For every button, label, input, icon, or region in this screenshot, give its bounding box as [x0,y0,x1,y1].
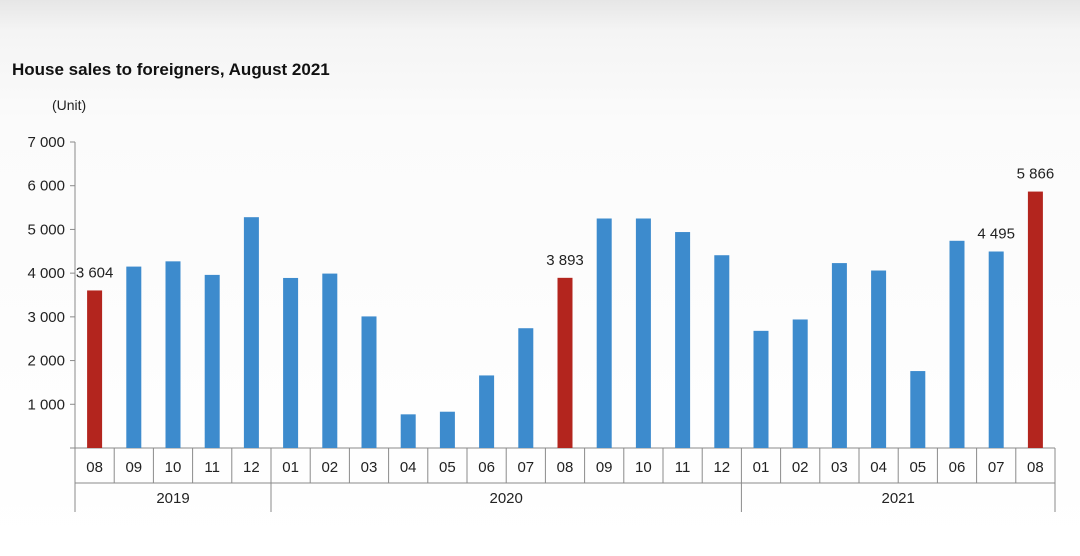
x-tick-label: 09 [596,459,613,476]
data-label: 3 604 [76,264,114,281]
x-tick-label: 02 [792,459,809,476]
bar [675,232,691,448]
x-tick-label: 12 [713,459,730,476]
x-tick-label: 04 [870,459,887,476]
bar [283,277,299,448]
bar [910,371,926,448]
y-tick-label: 6 000 [27,178,65,195]
bar [714,255,730,448]
bar [831,263,847,448]
bar [87,290,103,448]
x-tick-label: 03 [831,459,848,476]
bar [557,277,573,448]
x-tick-label: 08 [86,459,103,476]
x-tick-label: 08 [557,459,574,476]
y-tick-label: 2 000 [27,353,65,370]
x-tick-label: 07 [517,459,534,476]
bar [871,270,887,448]
y-tick-label: 5 000 [27,221,65,238]
plot-area: 1 000 2 000 3 000 4 000 5 000 6 000 7 000 2019 2… [27,134,1056,512]
x-tick-label: 01 [282,459,299,476]
bar [479,375,495,448]
bar [126,266,142,448]
bar [165,261,181,448]
x-tick-label: 12 [243,459,260,476]
bar [949,240,965,448]
bar [988,251,1004,448]
data-label: 3 893 [546,252,584,269]
bar [753,330,769,448]
bar [596,218,612,448]
x-tick-label: 10 [635,459,652,476]
x-tick-label: 11 [204,459,220,476]
y-tick-label: 1 000 [27,396,65,413]
x-tick-label: 09 [125,459,142,476]
bar [322,273,338,448]
y-tick-label: 7 000 [27,134,65,151]
chart-title: House sales to foreigners, August 2021 [12,60,330,79]
x-tick-label: 08 [1027,459,1044,476]
data-label: 5 866 [1017,166,1055,183]
year-group-label: 2020 [490,490,523,507]
x-tick-label: 06 [478,459,495,476]
x-tick-label: 03 [361,459,378,476]
bar [1027,191,1043,448]
x-tick-label: 05 [909,459,926,476]
bar [635,218,651,448]
bar [204,274,220,448]
x-tick-label: 11 [675,459,691,476]
y-axis-unit-label: (Unit) [52,97,86,113]
year-group-label: 2019 [156,490,189,507]
bar [439,411,455,448]
y-tick-label: 3 000 [27,309,65,326]
bar [792,319,808,448]
bar [400,414,416,448]
x-tick-label: 06 [949,459,966,476]
data-label: 4 495 [977,226,1015,243]
y-tick-label: 4 000 [27,265,65,282]
bar [361,316,377,448]
x-tick-label: 01 [753,459,770,476]
x-tick-label: 05 [439,459,456,476]
x-tick-label: 10 [165,459,182,476]
bar [243,217,259,448]
year-group-label: 2021 [882,490,915,507]
x-tick-label: 07 [988,459,1005,476]
x-tick-label: 02 [321,459,338,476]
bar [518,328,534,448]
x-tick-label: 04 [400,459,417,476]
